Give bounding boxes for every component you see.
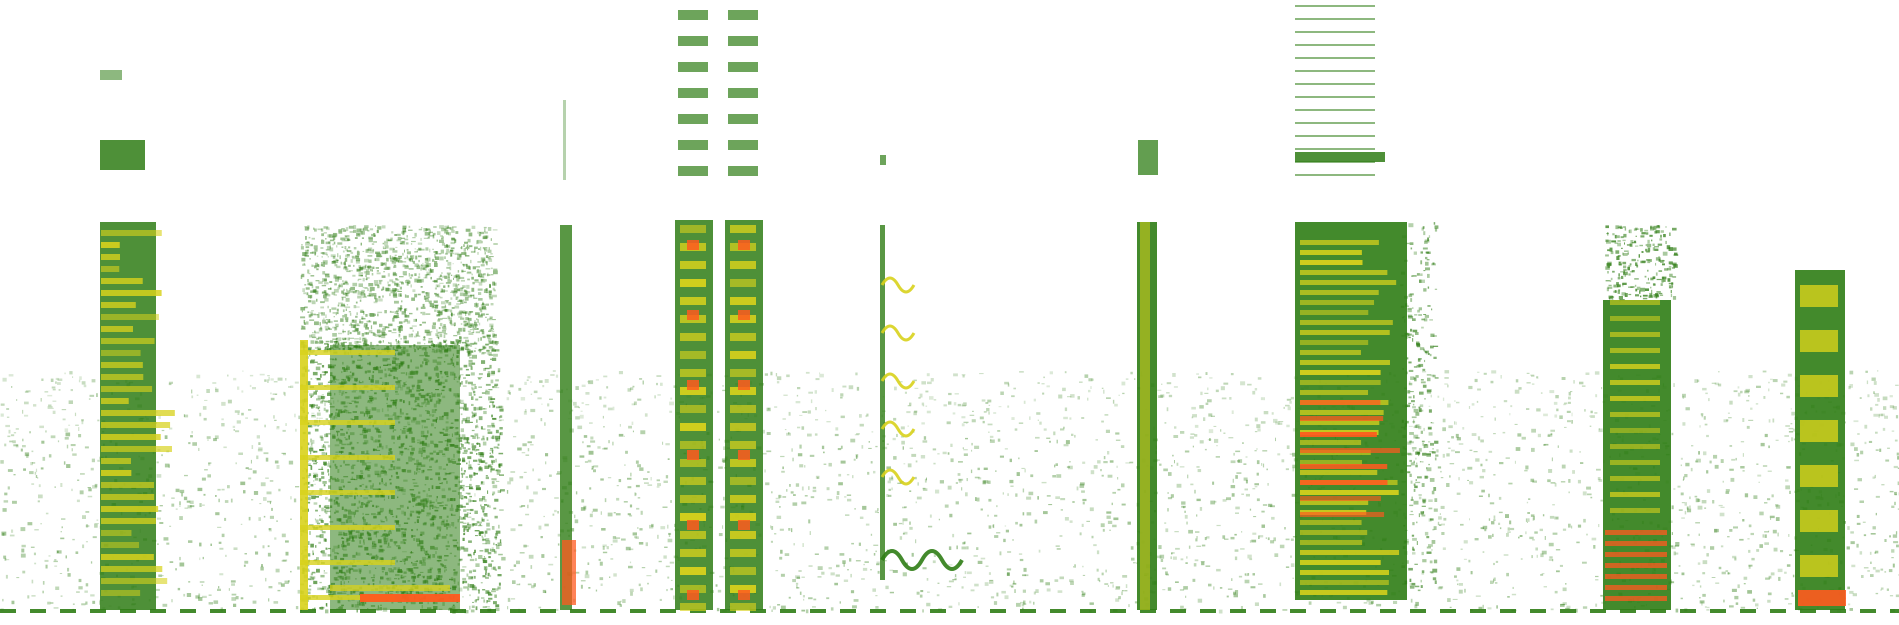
baseline-dashes [0,609,1899,613]
event-block-2 [300,225,505,614]
event-stroke-3 [560,100,576,610]
event-block-7 [1295,5,1439,600]
event-column-1 [100,70,175,610]
event-whistle-5 [880,155,964,580]
event-column-9 [1795,270,1846,610]
event-column-8 [1603,225,1679,610]
event-twin-columns-4 [675,10,763,611]
event-column-6 [1137,140,1158,610]
